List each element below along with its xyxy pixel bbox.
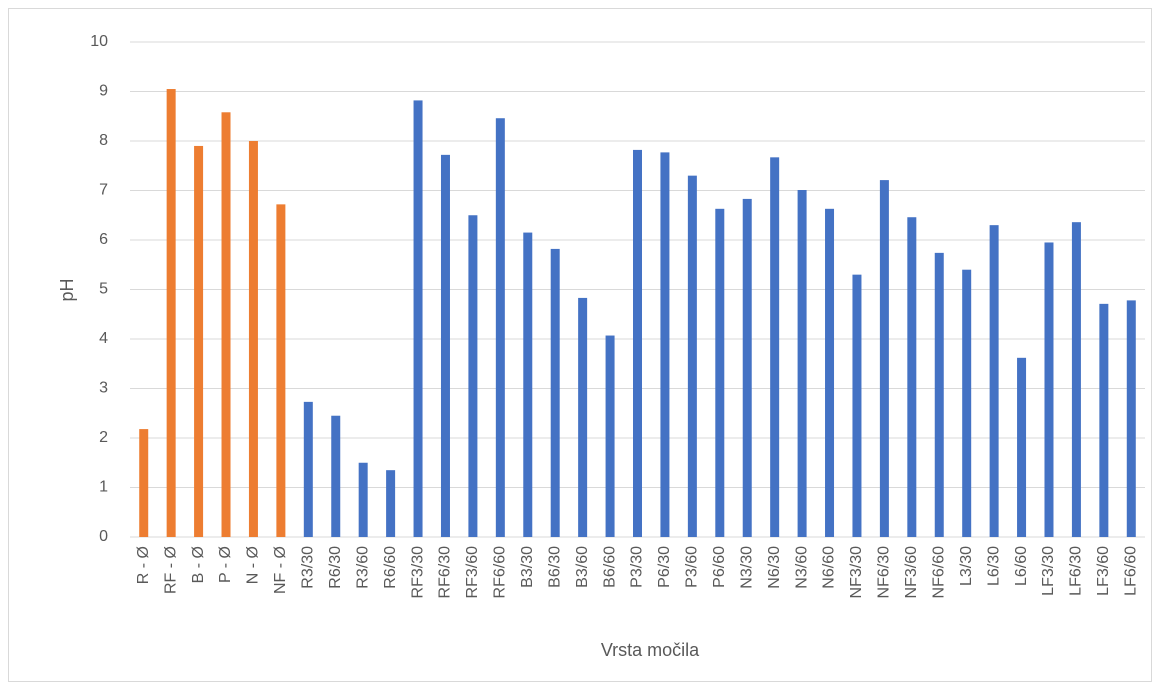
x-tick-label: LF6/60 [1123,546,1140,596]
bar [221,112,231,537]
bar [1126,300,1136,537]
y-axis-title: pH [57,278,77,301]
x-tick-label: NF6/60 [930,546,947,599]
x-tick-label: N6/60 [821,546,838,589]
bar [248,141,258,537]
bar [605,335,615,537]
bar [825,208,835,537]
x-tick-label: P6/30 [656,546,673,588]
bar [660,152,670,537]
bar [962,269,972,537]
bar [934,252,944,537]
y-tick-label: 0 [99,528,108,545]
x-tick-label: P6/60 [711,546,728,588]
y-tick-label: 6 [99,231,108,248]
y-tick-label: 7 [99,182,108,199]
x-tick-label: RF6/60 [492,546,509,599]
bar [413,100,423,537]
bar [852,274,862,537]
x-tick-label: R - Ø [135,546,152,584]
bar [331,415,341,537]
x-tick-label: R6/30 [327,546,344,589]
x-tick-label: RF3/60 [464,546,481,599]
x-tick-label: LF3/60 [1095,546,1112,596]
x-tick-label: RF6/30 [437,546,454,599]
x-tick-label: B3/60 [574,546,591,588]
bar [742,198,752,538]
bar [1099,303,1109,537]
bar [879,180,889,538]
y-tick-label: 4 [99,330,108,347]
x-tick-label: N3/60 [793,546,810,589]
bar [386,470,396,537]
x-tick-label: P3/60 [684,546,701,588]
bar [276,204,286,538]
x-axis-title: Vrsta močila [601,640,700,660]
bar [770,157,780,537]
bar [633,149,642,537]
x-tick-label: NF6/30 [876,546,893,599]
bar [495,118,505,537]
bar [578,297,588,537]
bar [194,145,204,537]
bar [550,248,560,537]
y-tick-label: 9 [99,83,108,100]
bar [440,154,450,538]
x-tick-label: N3/30 [738,546,755,589]
x-tick-label: B6/60 [601,546,618,588]
y-tick-label: 2 [99,429,108,446]
y-tick-label: 5 [99,281,108,298]
bar [1017,357,1027,537]
bar [715,208,725,537]
x-tick-label: NF3/60 [903,546,920,599]
x-tick-label: P3/30 [629,546,646,588]
x-tick-label: L6/30 [985,546,1002,586]
x-tick-label: R3/30 [300,546,317,589]
x-tick-label: RF3/30 [409,546,426,599]
bar [303,401,313,537]
bar [139,429,149,537]
y-tick-label: 10 [90,33,108,50]
bar [989,225,999,537]
x-tick-label: NF3/30 [848,546,865,599]
x-tick-label: P - Ø [217,546,234,583]
x-tick-label: LF6/30 [1068,546,1085,596]
x-tick-label: B6/30 [546,546,563,588]
bar [166,89,176,538]
x-tick-label: B - Ø [190,546,207,583]
bar [907,217,917,538]
bar [1044,242,1054,537]
x-tick-label: RF - Ø [162,546,179,594]
x-tick-label: R3/60 [354,546,371,589]
bar [797,190,807,537]
x-tick-label: NF - Ø [272,546,289,594]
y-tick-label: 1 [99,479,108,496]
bar [358,462,368,537]
x-tick-label: N6/30 [766,546,783,589]
x-tick-label: L3/30 [958,546,975,586]
y-tick-label: 8 [99,132,108,149]
bar [687,175,697,537]
bar [523,232,533,537]
x-tick-label: R6/60 [382,546,399,589]
x-tick-label: B3/30 [519,546,536,588]
x-tick-label: L6/60 [1013,546,1030,586]
bar [1071,222,1081,537]
bar [468,215,478,537]
x-tick-label: LF3/30 [1040,546,1057,596]
y-tick-label: 3 [99,380,108,397]
x-tick-label: N - Ø [245,546,262,584]
